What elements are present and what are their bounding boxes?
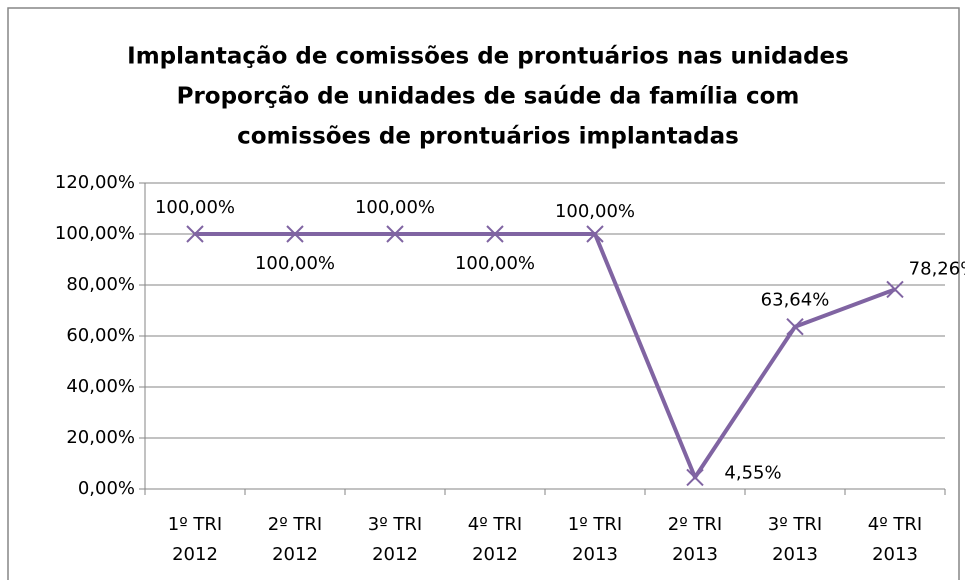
data-label: 100,00% xyxy=(355,197,435,218)
data-line xyxy=(195,232,896,480)
data-label: 100,00% xyxy=(255,253,335,274)
y-tick-label: 40,00% xyxy=(66,376,135,397)
x-tick-label: 1º TRI 2012 xyxy=(168,514,222,565)
x-tick-label: 3º TRI 2012 xyxy=(368,514,422,565)
x-tick-label: 4º TRI 2013 xyxy=(868,514,922,565)
chart-title: comissões de prontuários implantadas xyxy=(237,124,739,150)
marker xyxy=(186,225,204,243)
x-tick-label: 2º TRI 2012 xyxy=(268,514,322,565)
chart-frame xyxy=(7,7,960,580)
x-tick-label: 2º TRI 2013 xyxy=(668,514,722,565)
marker xyxy=(686,468,704,487)
y-tick-label: 100,00% xyxy=(55,223,135,244)
y-tick-label: 0,00% xyxy=(78,478,135,499)
marker xyxy=(886,280,904,299)
data-label: 100,00% xyxy=(455,253,535,274)
x-tick-label: 3º TRI 2013 xyxy=(768,514,822,565)
y-tick-label: 60,00% xyxy=(66,325,135,346)
marker xyxy=(486,225,504,243)
data-label: 78,26% xyxy=(909,258,965,279)
marker xyxy=(786,318,804,336)
chart-title: Implantação de comissões de prontuários … xyxy=(127,44,849,70)
chart-title: Proporção de unidades de saúde da famíli… xyxy=(177,84,800,110)
marker xyxy=(286,225,304,243)
data-label: 100,00% xyxy=(555,201,635,222)
marker xyxy=(386,225,404,243)
y-tick-label: 120,00% xyxy=(55,172,135,193)
data-label: 100,00% xyxy=(155,197,235,218)
y-tick-label: 80,00% xyxy=(66,274,135,295)
data-label: 4,55% xyxy=(724,462,781,483)
data-label: 63,64% xyxy=(761,290,830,311)
y-tick-label: 20,00% xyxy=(66,427,135,448)
x-tick-label: 1º TRI 2013 xyxy=(568,514,622,565)
marker xyxy=(586,225,604,243)
x-tick-label: 4º TRI 2012 xyxy=(468,514,522,565)
